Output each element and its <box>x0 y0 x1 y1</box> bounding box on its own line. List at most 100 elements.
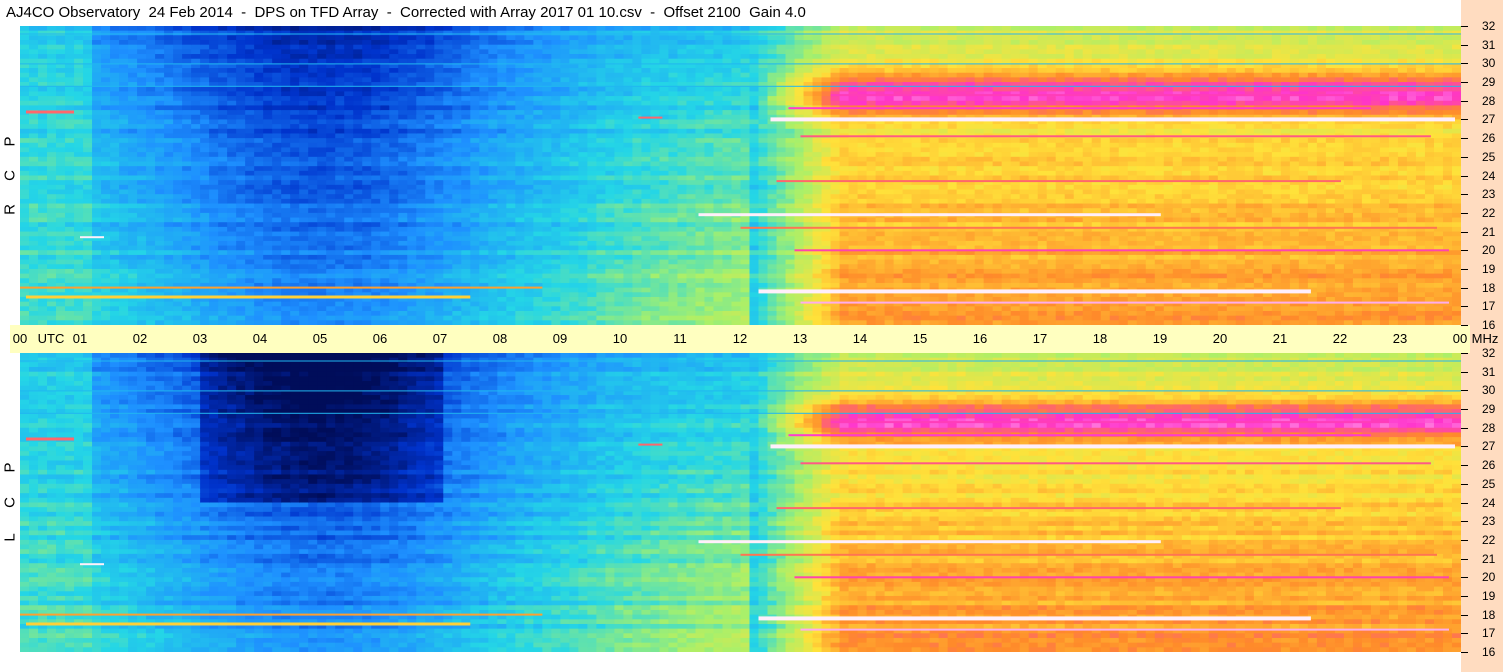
spectrogram-cell <box>119 282 129 289</box>
spectrogram-cell <box>479 184 489 191</box>
spectrogram-cell <box>560 306 570 312</box>
spectrogram-cell <box>470 54 480 60</box>
spectrogram-cell <box>191 152 201 158</box>
spectrogram-cell <box>695 315 706 321</box>
spectrogram-cell <box>596 40 607 46</box>
spectrogram-cell <box>533 105 543 111</box>
spectrogram-cell <box>263 268 273 275</box>
spectrogram-cell <box>632 133 643 139</box>
spectrogram-cell <box>389 296 399 303</box>
spectrogram-cell <box>515 133 525 139</box>
spectrogram-cell <box>236 91 246 97</box>
spectrogram-cell <box>128 259 138 265</box>
spectrogram-cell <box>434 72 444 78</box>
spectrogram-cell <box>506 40 516 46</box>
spectrogram-cell <box>623 161 634 167</box>
spectrogram-cell <box>56 63 66 69</box>
spectrogram-cell <box>137 287 147 293</box>
spectrogram-cell <box>704 310 715 317</box>
spectrogram-cell <box>713 273 724 279</box>
spectrogram-cell <box>659 147 670 153</box>
spectrogram-cell <box>578 175 588 181</box>
spectrogram-cell <box>623 82 634 88</box>
spectrogram-cell <box>632 259 643 265</box>
spectrogram-cell <box>299 189 309 195</box>
spectrogram-cell <box>524 240 534 247</box>
spectrogram-cell <box>587 166 597 172</box>
spectrogram-cell <box>524 301 534 307</box>
spectrogram-cell <box>614 119 625 125</box>
spectrogram-cell <box>155 133 165 139</box>
spectrogram-cell <box>416 222 426 228</box>
spectrogram-cell <box>659 208 670 214</box>
spectrogram-cell <box>596 203 607 209</box>
spectrogram-cell <box>452 175 462 181</box>
spectrogram-cell <box>65 217 75 223</box>
spectrogram-cell <box>632 147 643 153</box>
spectrogram-cell <box>236 35 246 41</box>
spectrogram-cell <box>137 212 147 219</box>
spectrogram-cell <box>614 166 625 172</box>
spectrogram-cell <box>479 128 489 135</box>
spectrogram-cell <box>353 259 363 265</box>
spectrogram-cell <box>470 282 480 289</box>
spectrogram-cell <box>362 100 372 107</box>
spectrogram-cell <box>254 231 264 237</box>
spectrogram-cell <box>506 54 516 60</box>
spectrogram-cell <box>317 231 327 237</box>
spectrogram-cell <box>200 306 210 312</box>
spectrogram-cell <box>272 250 282 256</box>
spectrogram-cell <box>65 63 75 69</box>
spectrogram-cell <box>569 264 579 270</box>
spectrogram-cell <box>65 236 75 242</box>
spectrogram-cell <box>668 236 679 242</box>
spectrogram-cell <box>38 306 48 312</box>
spectrogram-cell <box>704 82 715 88</box>
spectrogram-cell <box>128 54 138 60</box>
spectrogram-cell <box>650 175 661 181</box>
spectrogram-cell <box>254 58 264 64</box>
spectrogram-cell <box>164 306 174 312</box>
spectrogram-cell <box>650 194 661 200</box>
spectrogram-cell <box>218 194 228 200</box>
spectrogram-cell <box>587 250 597 256</box>
spectrogram-cell <box>128 105 138 111</box>
spectrogram-cell <box>83 226 93 233</box>
spectrogram-cell <box>677 77 688 83</box>
spectrogram-cell <box>713 49 724 55</box>
spectrogram-cell <box>497 306 507 312</box>
spectrogram-cell <box>65 138 75 144</box>
spectrogram-cell <box>641 119 652 125</box>
spectrogram-cell <box>695 86 706 92</box>
spectrogram-cell <box>173 315 183 321</box>
spectrogram-cell <box>299 236 309 242</box>
spectrogram-cell <box>677 301 688 307</box>
spectrogram-cell <box>461 296 471 303</box>
spectrogram-cell <box>497 310 507 317</box>
spectrogram-cell <box>578 315 588 321</box>
spectrogram-cell <box>137 222 147 228</box>
spectrogram-cell <box>380 273 390 279</box>
spectrogram-cell <box>425 124 435 130</box>
spectrogram-cell <box>344 310 354 317</box>
spectrogram-cell <box>425 114 435 121</box>
spectrogram-cell <box>443 296 453 303</box>
spectrogram-cell <box>326 138 336 144</box>
spectrogram-cell <box>272 86 282 92</box>
spectrogram-cell <box>623 138 634 144</box>
spectrogram-cell <box>371 96 381 102</box>
spectrogram-cell <box>614 175 625 181</box>
spectrogram-cell <box>137 315 147 321</box>
spectrogram-cell <box>506 138 516 144</box>
spectrogram-cell <box>191 217 201 223</box>
spectrogram-cell <box>632 54 643 60</box>
spectrogram-cell <box>101 259 111 265</box>
spectrogram-cell <box>326 152 336 158</box>
spectrogram-cell <box>200 198 210 205</box>
spectrogram-cell <box>128 128 138 135</box>
spectrogram-cell <box>686 226 697 233</box>
spectrogram-cell <box>110 226 120 233</box>
spectrogram-cell <box>218 273 228 279</box>
spectrogram-cell <box>281 72 291 78</box>
spectrogram-cell <box>254 245 264 251</box>
